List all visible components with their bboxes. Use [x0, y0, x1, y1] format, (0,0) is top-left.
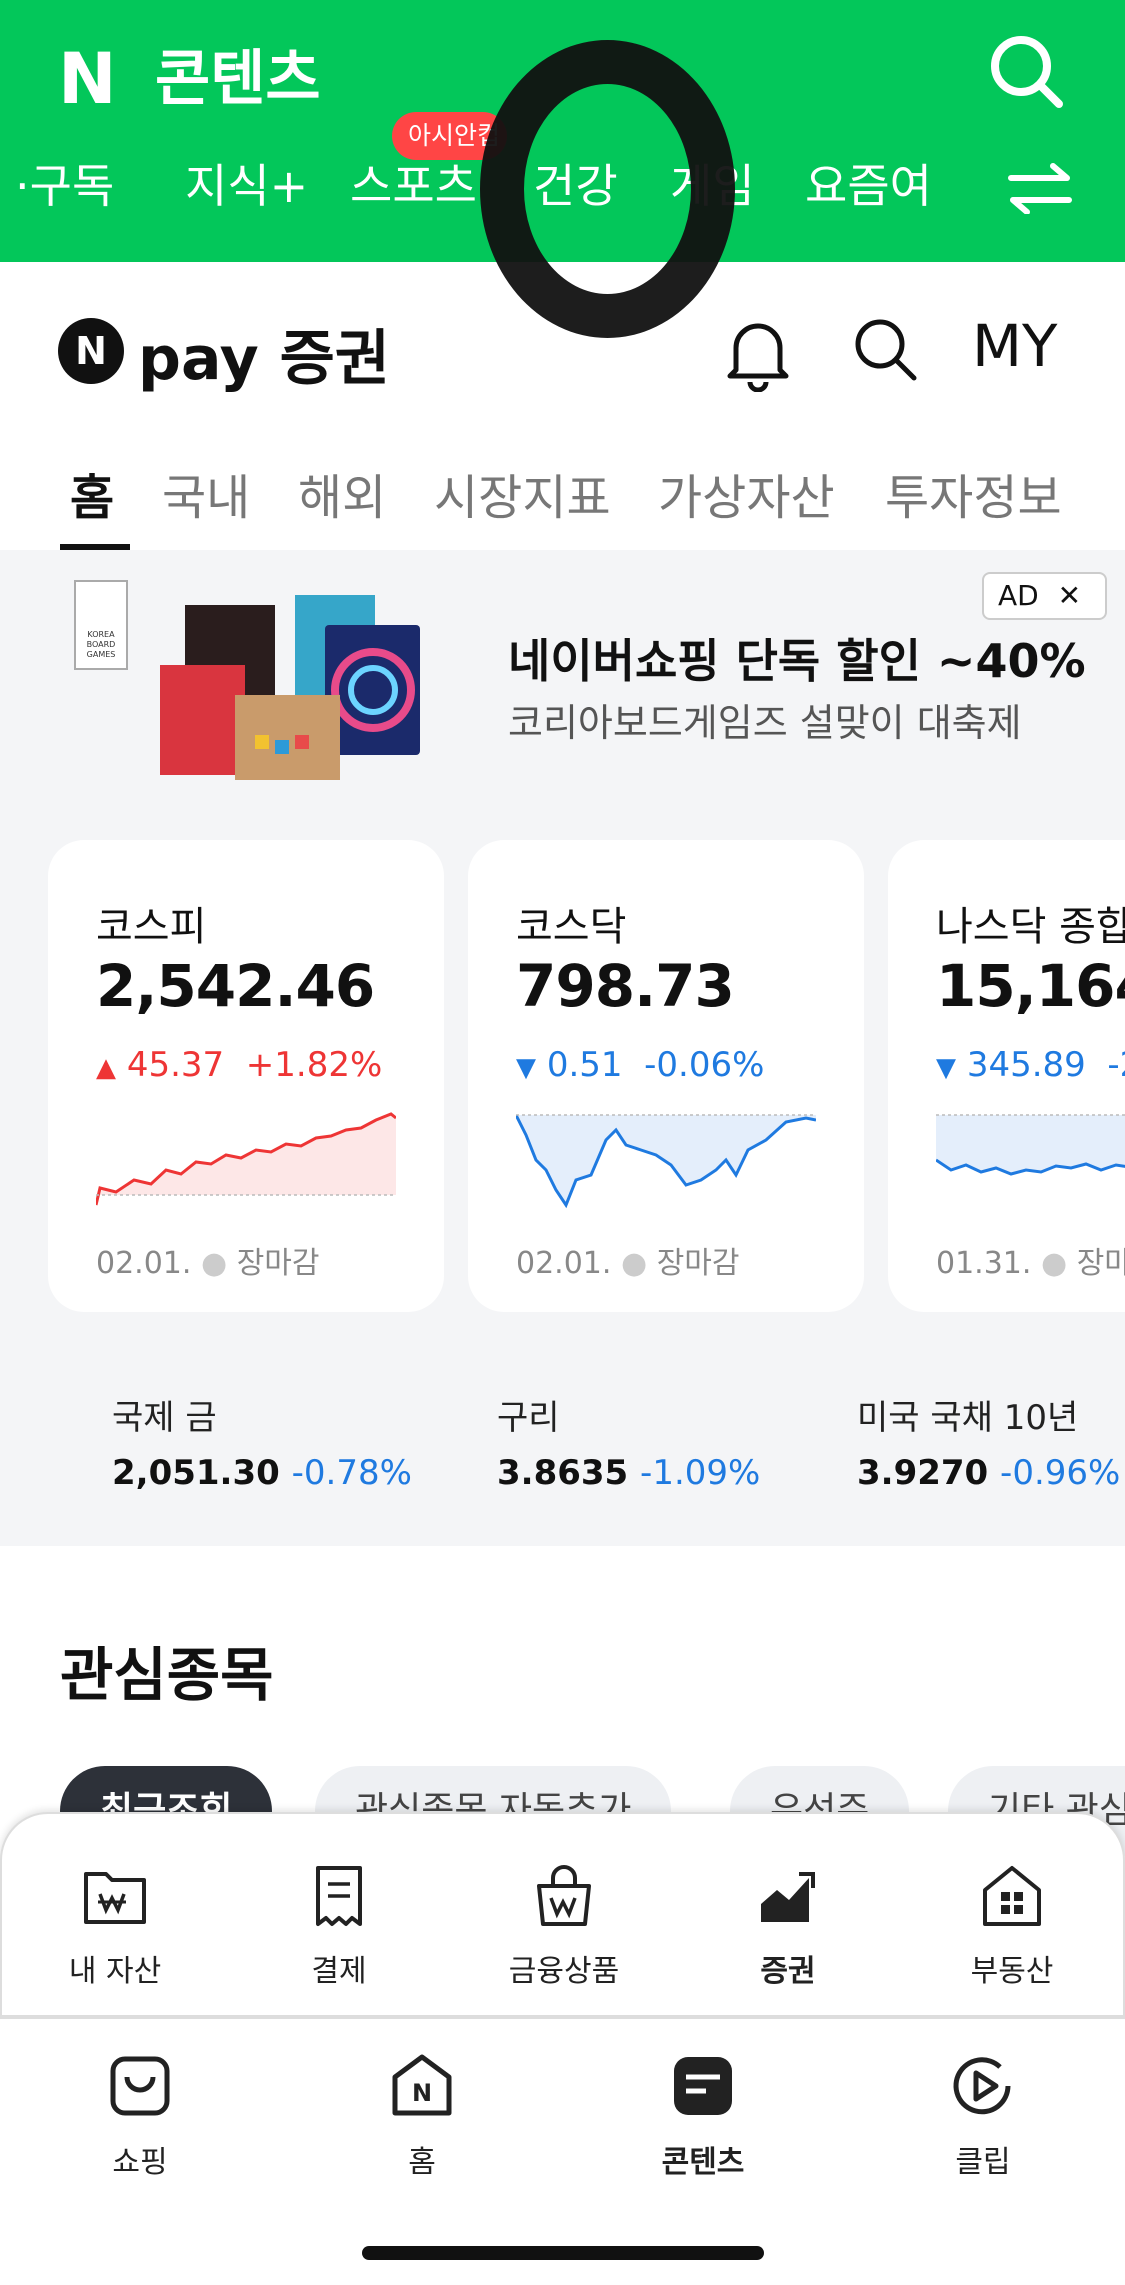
commodity-value: 3.9270 -0.96%	[857, 1453, 1121, 1493]
header-title: 콘텐츠	[155, 44, 321, 114]
commodity-name: 구리	[497, 1398, 560, 1438]
subnav-real-estate[interactable]: 부동산	[912, 1864, 1112, 1990]
subnav-label: 증권	[760, 1954, 816, 1989]
tab-overseas[interactable]: 해외	[298, 470, 387, 526]
index-date: 02.01. ● 장마감	[96, 1246, 320, 1281]
watchlist-title: 관심종목	[60, 1641, 274, 1709]
bottom-nav: 쇼핑 N 홈 콘텐츠 클립	[0, 2017, 1125, 2285]
bottomnav-contents[interactable]: 콘텐츠	[603, 2051, 803, 2181]
subnav-payment[interactable]: 결제	[239, 1864, 439, 1990]
bottomnav-label: 클립	[955, 2145, 1011, 2180]
subnav-label: 결제	[311, 1954, 367, 1989]
shopping-bag-won-icon	[537, 1865, 591, 1926]
brand-logo: KOREA BOARD GAMES	[74, 580, 128, 670]
index-name: 코스피	[96, 904, 207, 950]
npay-title: pay 증권	[138, 324, 390, 394]
ad-label-text: AD	[998, 579, 1039, 612]
index-card-kosdaq[interactable]: 코스닥 798.73 ▼ 0.51 -0.06% 02.01. ● 장마감	[468, 840, 864, 1312]
home-indicator[interactable]	[362, 2246, 764, 2260]
receipt-icon	[316, 1866, 362, 1926]
finance-sub-nav: 내 자산 결제 금융상품 증권	[0, 1812, 1125, 2017]
index-date: 01.31. ● 장마	[936, 1246, 1125, 1281]
bottomnav-clip[interactable]: 클립	[883, 2051, 1083, 2181]
index-change: ▼ 345.89 -2	[936, 1045, 1125, 1085]
npay-n-mark: N	[58, 318, 124, 384]
bottomnav-shopping[interactable]: 쇼핑	[40, 2051, 240, 2181]
subnav-label: 부동산	[970, 1954, 1054, 1989]
ad-label: AD ✕	[982, 572, 1107, 620]
touch-indicator	[480, 40, 735, 338]
stock-search-icon[interactable]	[850, 314, 920, 384]
index-value: 15,164.	[936, 952, 1125, 1020]
ad-title: 네이버쇼핑 단독 할인 ~40%	[508, 634, 1086, 688]
building-icon	[983, 1866, 1041, 1926]
tab-domestic[interactable]: 국내	[162, 470, 251, 526]
index-value: 798.73	[516, 952, 735, 1020]
svg-text:N: N	[412, 2079, 432, 2107]
tab-trends[interactable]: 요즘여	[805, 159, 932, 213]
subnav-label: 금융상품	[508, 1954, 620, 1989]
index-card-nasdaq[interactable]: 나스닥 종합 15,164. ▼ 345.89 -2 01.31. ● 장마	[888, 840, 1125, 1312]
commodity-treasury[interactable]: 미국 국채 10년 3.9270 -0.96%	[857, 1390, 1120, 1493]
wallet-folder-icon	[84, 1872, 146, 1924]
search-icon[interactable]	[985, 30, 1067, 112]
index-value: 2,542.46	[96, 952, 375, 1020]
tab-invest-info[interactable]: 투자정보	[885, 470, 1062, 526]
commodity-gold[interactable]: 국제 금 2,051.30 -0.78%	[112, 1390, 412, 1493]
shopping-bag-icon	[110, 2056, 170, 2116]
commodity-value: 3.8635 -1.09%	[497, 1453, 761, 1493]
board-game-boxes-image	[160, 595, 420, 780]
tab-market-index[interactable]: 시장지표	[434, 470, 611, 526]
contents-icon	[674, 2057, 732, 2115]
index-change: ▲ 45.37 +1.82%	[96, 1045, 383, 1085]
index-sparkline	[516, 1114, 816, 1209]
commodity-name: 국제 금	[112, 1398, 217, 1438]
naver-logo[interactable]: N	[58, 38, 117, 120]
bottomnav-label: 홈	[408, 2145, 436, 2180]
commodity-name: 미국 국채 10년	[857, 1398, 1079, 1438]
commodity-value: 2,051.30 -0.78%	[112, 1453, 412, 1493]
bell-icon[interactable]	[722, 312, 794, 392]
subnav-label: 내 자산	[68, 1954, 162, 1989]
subnav-my-assets[interactable]: 내 자산	[15, 1864, 215, 1990]
clip-play-icon	[953, 2057, 1011, 2115]
tab-sports[interactable]: 스포츠	[350, 159, 477, 213]
bottomnav-home[interactable]: N 홈	[322, 2051, 522, 2181]
index-date: 02.01. ● 장마감	[516, 1246, 740, 1281]
npay-logo[interactable]: N pay 증권	[58, 318, 390, 394]
active-tab-indicator	[60, 544, 130, 550]
subnav-financial-products[interactable]: 금융상품	[464, 1864, 664, 1990]
index-sparkline	[936, 1114, 1125, 1176]
index-sparkline	[96, 1112, 396, 1206]
bottomnav-label: 쇼핑	[112, 2145, 168, 2180]
index-name: 나스닥 종합	[936, 904, 1125, 950]
tab-knowledge[interactable]: 지식+	[185, 159, 309, 213]
ad-close-button[interactable]: ✕	[1057, 579, 1082, 612]
tab-subscribe[interactable]: ·구독	[15, 159, 115, 213]
commodity-copper[interactable]: 구리 3.8635 -1.09%	[497, 1390, 760, 1493]
bottomnav-label: 콘텐츠	[661, 2145, 745, 2180]
index-card-kospi[interactable]: 코스피 2,542.46 ▲ 45.37 +1.82% 02.01. ● 장마감	[48, 840, 444, 1312]
tab-home[interactable]: 홈	[70, 470, 115, 526]
stock-chart-icon	[761, 1872, 815, 1922]
tab-crypto[interactable]: 가상자산	[658, 470, 835, 526]
swap-arrows-icon[interactable]	[1005, 162, 1075, 214]
index-name: 코스닥	[516, 904, 627, 950]
naver-home-icon: N	[392, 2054, 452, 2116]
my-button[interactable]: MY	[972, 312, 1058, 380]
index-change: ▼ 0.51 -0.06%	[516, 1045, 765, 1085]
ad-subtitle: 코리아보드게임즈 설맞이 대축제	[508, 701, 1022, 745]
subnav-securities[interactable]: 증권	[688, 1864, 888, 1990]
